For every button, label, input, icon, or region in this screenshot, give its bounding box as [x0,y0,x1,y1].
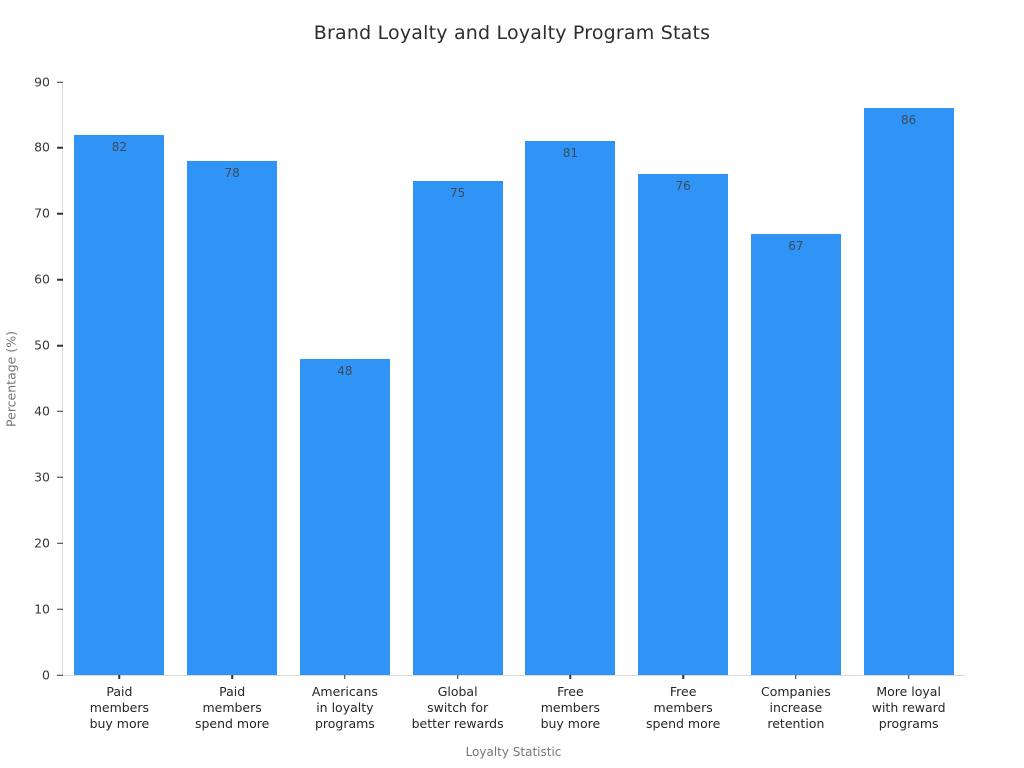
y-tick-label: 10 [34,600,50,616]
bar-value-label: 78 [224,166,240,181]
x-axis-label: Loyalty Statistic [465,745,562,759]
y-tick-mark [57,674,63,676]
bar: 86 [863,108,954,675]
y-tick-mark [57,344,63,347]
x-tick-mark [795,675,797,679]
x-tick-mark [682,675,684,679]
y-tick-label: 20 [34,534,50,550]
bar: 76 [638,174,729,675]
x-tick-label: Free members buy more [540,684,601,731]
y-tick-label: 60 [34,271,50,287]
y-tick-mark [57,608,63,610]
bar: 81 [525,141,616,675]
bar-value-label: 75 [449,185,466,200]
bar: 48 [299,358,390,675]
x-tick-label: Global switch for better rewards [411,684,504,731]
y-tick-label: 40 [34,403,50,419]
y-tick-mark [57,542,63,544]
bar-value-label: 76 [675,179,691,194]
x-tick-mark [231,675,233,679]
y-tick-label: 0 [42,666,50,682]
y-tick-label: 70 [34,205,50,221]
y-tick-mark [57,81,63,83]
x-tick-mark [344,675,346,679]
y-axis-label: Percentage (%) [3,331,19,427]
x-tick-label: Americans in loyalty programs [311,684,378,731]
plot-area: 0 10 20 30 40 50 60 70 80 90 82 Paid members buy mo… [34,75,965,731]
bar: 78 [187,161,278,675]
x-tick-mark [907,675,910,679]
y-tick-mark [57,213,63,215]
y-tick-mark [57,147,63,149]
x-tick-label: Paid members spend more [194,684,270,731]
x-tick-mark [569,675,572,679]
chart-title: Brand Loyalty and Loyalty Program Stats [313,22,711,44]
y-tick-label: 50 [34,337,50,353]
bar-value-label: 48 [337,363,353,378]
bar-value-label: 81 [562,146,578,161]
bar: 82 [74,134,165,675]
x-tick-mark [456,675,459,679]
bar-value-label: 82 [111,139,127,154]
y-tick-mark [57,476,63,479]
bar: 67 [750,233,841,675]
bar: 75 [412,180,503,675]
y-tick-label: 90 [34,73,50,89]
y-tick-label: 80 [34,139,50,155]
y-tick-mark [57,278,63,281]
bar-value-label: 86 [900,113,917,128]
bar-value-label: 67 [788,238,804,253]
x-tick-label: Paid members buy more [89,684,150,731]
x-tick-label: Free members spend more [645,684,721,731]
x-tick-label: Companies increase retention [761,684,831,731]
x-tick-mark [118,675,121,679]
y-tick-label: 30 [34,469,50,485]
x-tick-label: More loyal with reward programs [871,684,946,731]
y-tick-mark [57,410,63,413]
